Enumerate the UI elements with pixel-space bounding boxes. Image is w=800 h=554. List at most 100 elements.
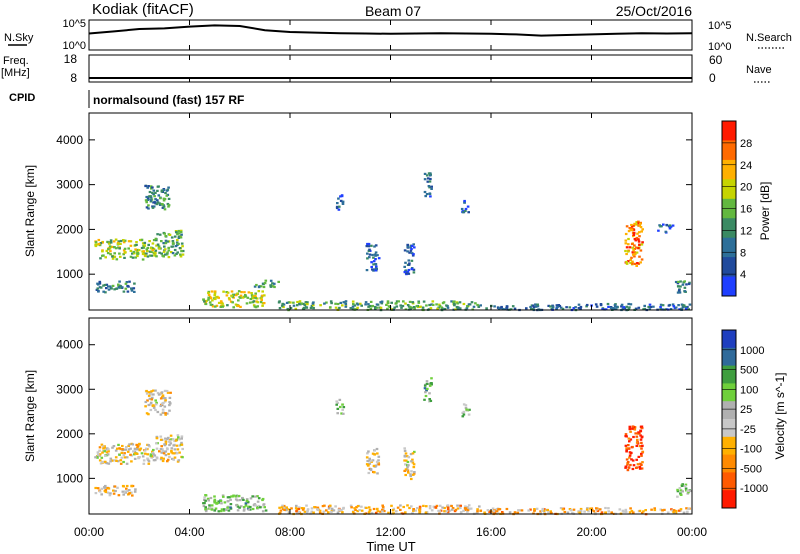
power-cell xyxy=(145,248,149,251)
velocity-cell xyxy=(204,506,207,509)
velocity-cell xyxy=(585,508,589,511)
power-cell xyxy=(657,229,660,232)
power-cell xyxy=(109,239,113,242)
velocity-cell xyxy=(625,447,628,450)
velocity-cell xyxy=(168,401,171,404)
velocity-cell xyxy=(632,511,635,514)
velocity-cell xyxy=(631,459,635,462)
velocity-cell xyxy=(113,485,117,488)
power-cell xyxy=(96,287,100,290)
power-cell xyxy=(678,308,681,311)
velocity-cell xyxy=(451,507,455,510)
velocity-cell xyxy=(381,510,384,513)
velocity-cell xyxy=(572,508,576,511)
velocity-cell xyxy=(464,505,467,508)
power-cell xyxy=(162,255,165,258)
power-cell xyxy=(465,307,469,310)
power-cell xyxy=(177,242,180,245)
velocity-cell xyxy=(107,487,111,490)
velocity-cell xyxy=(124,448,127,451)
velocity-cell xyxy=(121,490,125,493)
velocity-cell xyxy=(415,507,419,510)
power-cell xyxy=(640,230,643,233)
velocity-cell xyxy=(428,392,431,395)
x-axis: 00:00 04:00 08:00 12:00 16:00 20:00 00:00 xyxy=(74,20,707,539)
velocity-cell xyxy=(170,457,174,460)
velocity-cell xyxy=(171,438,175,441)
velocity-cell xyxy=(120,456,124,459)
power-cell xyxy=(214,305,217,308)
velocity-cell xyxy=(131,494,134,497)
power-cell xyxy=(637,238,640,241)
power-cell xyxy=(207,298,210,301)
power-cell xyxy=(637,240,641,243)
power-cell xyxy=(620,303,624,306)
power-cell xyxy=(467,211,470,214)
power-cell xyxy=(170,245,173,248)
velocity-colorbar-swatch xyxy=(722,330,736,349)
date-title: 25/Oct/2016 xyxy=(616,3,692,19)
velocity-cell xyxy=(216,502,220,505)
power-cell xyxy=(101,241,104,244)
power-cell xyxy=(337,197,340,200)
power-cell xyxy=(579,308,582,311)
power-cell xyxy=(111,257,115,260)
velocity-cell xyxy=(450,504,453,508)
velocity-cell xyxy=(635,466,639,469)
velocity-cell xyxy=(406,466,409,469)
velocity-colorbar-label: -1000 xyxy=(740,483,768,495)
velocity-cell xyxy=(589,507,592,510)
velocity-cell xyxy=(497,508,500,511)
power-cell xyxy=(452,302,456,306)
power-cell xyxy=(222,290,225,293)
power-cell xyxy=(329,306,332,309)
power-cell xyxy=(373,245,376,248)
power-cell xyxy=(371,304,375,308)
power-cell xyxy=(640,258,644,261)
velocity-cell xyxy=(160,445,163,448)
power-cell xyxy=(375,303,379,306)
power-cell xyxy=(429,177,432,181)
power-cell xyxy=(406,304,410,307)
power-cell xyxy=(260,298,263,301)
power-cell xyxy=(113,255,117,258)
power-cell xyxy=(375,306,379,309)
power-cell xyxy=(114,238,118,241)
power-cell xyxy=(256,305,259,308)
velocity-cell xyxy=(144,400,148,404)
power-cell xyxy=(127,247,130,250)
power-cell xyxy=(401,304,405,308)
velocity-cell xyxy=(245,499,249,502)
velocity-cell xyxy=(149,408,153,412)
velocity-cell xyxy=(571,511,574,514)
power-cell xyxy=(142,250,146,253)
power-cell xyxy=(412,306,416,309)
velocity-cell xyxy=(202,502,205,505)
power-cell xyxy=(239,296,242,299)
power-cell xyxy=(213,294,216,297)
velocity-cell xyxy=(98,446,102,449)
velocity-cell xyxy=(295,510,298,513)
power-cell xyxy=(209,303,213,306)
power-cell xyxy=(118,252,121,255)
power-cell xyxy=(341,200,345,203)
power-cell xyxy=(149,196,153,199)
power-cell xyxy=(156,201,160,204)
velocity-cell xyxy=(229,506,232,509)
power-cell xyxy=(263,294,266,297)
power-cell xyxy=(637,247,640,250)
power-cell xyxy=(171,252,175,255)
power-cell xyxy=(252,295,255,298)
velocity-cell xyxy=(222,509,226,512)
power-cell xyxy=(630,256,633,259)
velocity-cell xyxy=(446,504,450,507)
velocity-cell xyxy=(374,511,378,514)
power-cell xyxy=(676,285,680,288)
velocity-cell xyxy=(312,511,315,514)
velocity-cell xyxy=(160,391,164,394)
power-cell xyxy=(466,205,470,208)
velocity-cell xyxy=(149,453,153,456)
power-cell xyxy=(123,239,127,242)
power-cell xyxy=(441,302,445,305)
